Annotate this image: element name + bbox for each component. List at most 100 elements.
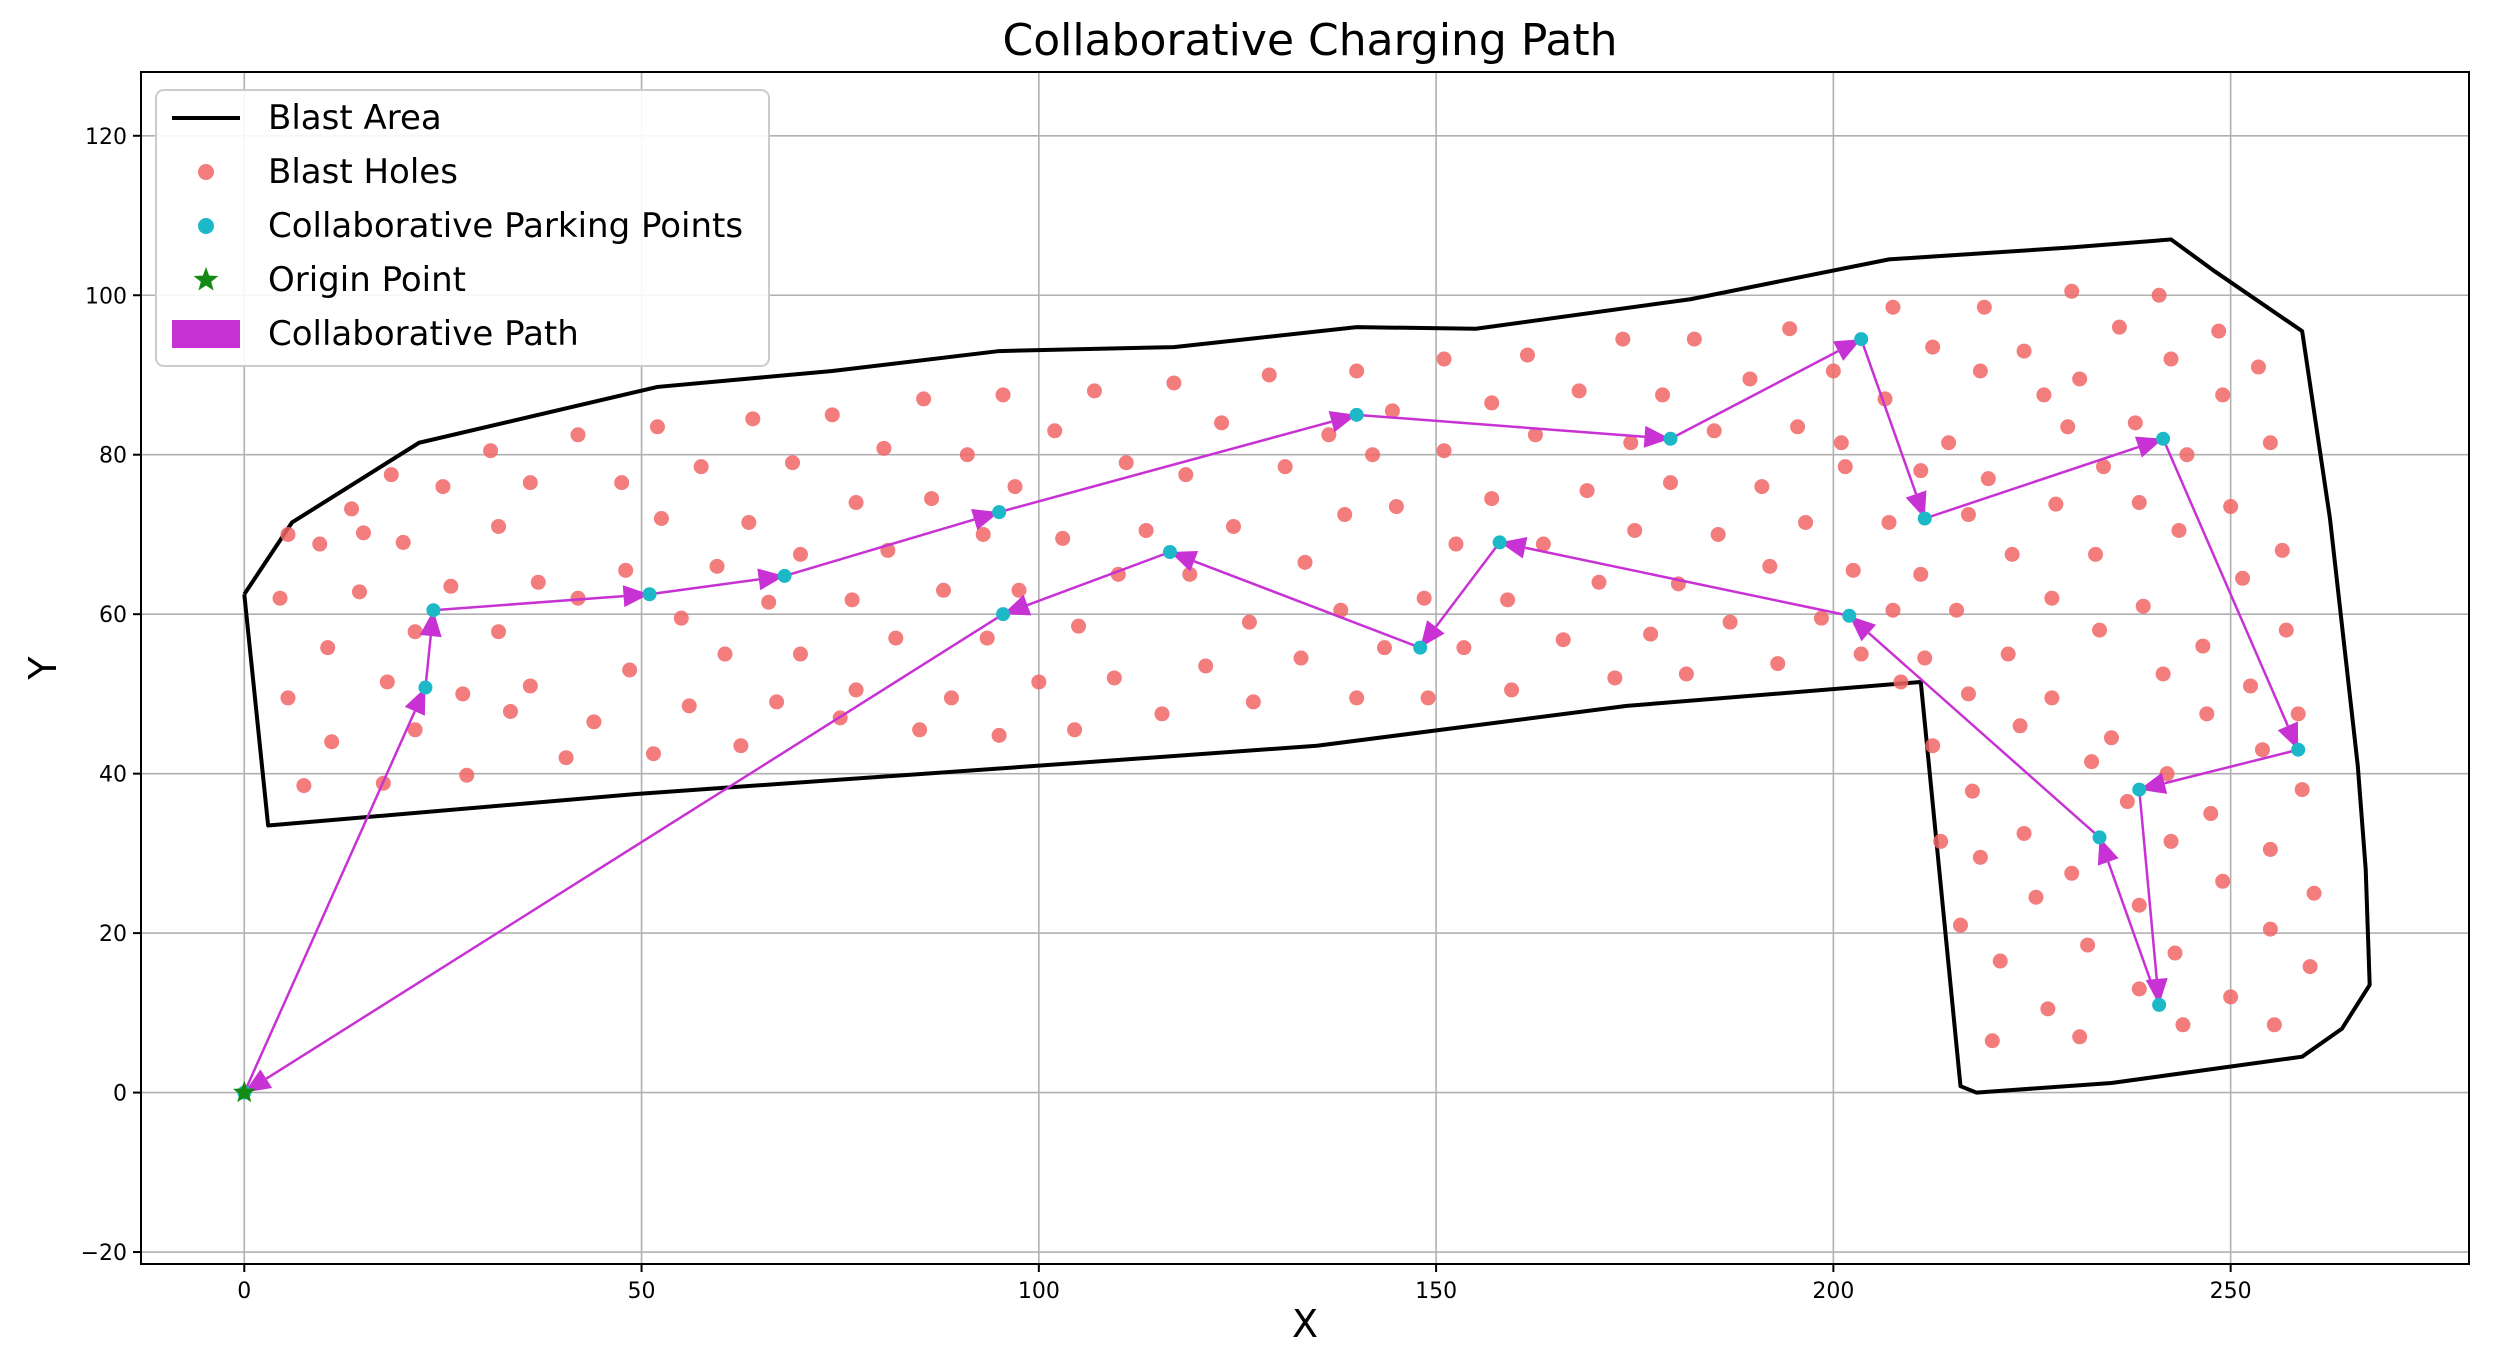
blast-hole-point	[2048, 496, 2064, 512]
blast-hole-point	[1420, 690, 1436, 706]
blast-hole-point	[1086, 383, 1102, 399]
path-segment	[265, 613, 1004, 1080]
blast-hole-point	[1790, 419, 1806, 435]
blast-hole-point	[1579, 483, 1595, 499]
path-arrowhead	[971, 508, 1000, 531]
blast-hole-point	[383, 467, 399, 483]
path-segment	[1669, 350, 1839, 440]
blast-hole-point	[1678, 666, 1694, 682]
blast-hole-point	[1178, 467, 1194, 483]
blast-hole-point	[1770, 656, 1786, 672]
blast-area-outline	[242, 237, 2372, 1095]
blast-hole-point	[824, 407, 840, 423]
blast-hole-point	[2171, 522, 2187, 538]
path-segment	[1867, 632, 2101, 839]
path-arrowhead	[2139, 772, 2168, 794]
blast-hole-point	[844, 592, 860, 608]
blast-hole-point	[622, 662, 638, 678]
blast-hole-point	[558, 750, 574, 766]
blast-hole-point	[2127, 415, 2143, 431]
blast-hole-point	[1925, 339, 1941, 355]
blast-hole-point	[355, 525, 371, 541]
blast-hole-point	[2155, 666, 2171, 682]
plot-frame	[140, 71, 2470, 1265]
legend: Blast Area Blast Holes Collaborative Par…	[155, 89, 770, 367]
blast-hole-point	[1293, 650, 1309, 666]
x-axis-label: X	[1292, 1302, 1318, 1346]
blast-hole-point	[2175, 1017, 2191, 1033]
blast-hole-point	[2302, 959, 2318, 975]
blast-hole-point	[1007, 479, 1023, 495]
blast-hole-point	[1782, 321, 1798, 337]
blast-hole-point	[2131, 897, 2147, 913]
blast-hole-point	[1448, 536, 1464, 552]
y-tick-label: 80	[99, 444, 127, 469]
path-arrowhead	[419, 610, 442, 638]
blast-hole-point	[2016, 343, 2032, 359]
blast-hole-point	[280, 690, 296, 706]
parking-point	[1349, 407, 1364, 422]
blast-hole-point	[1972, 363, 1988, 379]
blast-hole-point	[2159, 766, 2175, 782]
blast-hole-point	[1686, 331, 1702, 347]
blast-hole-point	[2028, 889, 2044, 905]
y-tick-label: 0	[113, 1082, 127, 1107]
blast-hole-point	[2215, 873, 2231, 889]
chart-title: Collaborative Charging Path	[1002, 15, 1617, 66]
blast-hole-point	[2000, 646, 2016, 662]
blast-hole-point	[1798, 514, 1814, 530]
blast-hole-point	[1166, 375, 1182, 391]
blast-hole-point	[792, 546, 808, 562]
blast-hole-point	[876, 440, 892, 456]
blast-hole-point	[761, 594, 777, 610]
blast-hole-point	[1297, 554, 1313, 570]
blast-hole-point	[1706, 423, 1722, 439]
blast-hole-point	[1277, 459, 1293, 475]
blast-hole-point	[1031, 674, 1047, 690]
blast-hole-point	[649, 419, 665, 435]
legend-label-blast-area: Blast Area	[268, 98, 442, 138]
blast-hole-point	[443, 578, 459, 594]
legend-origin-star-icon	[193, 267, 219, 291]
blast-hole-point	[491, 624, 507, 640]
blast-hole-point	[1980, 471, 1996, 487]
blast-hole-point	[1535, 536, 1551, 552]
parking-point	[1842, 608, 1857, 623]
blast-hole-point	[530, 574, 546, 590]
path-segment	[1859, 338, 1918, 495]
y-axis-ticks: −20 0 20 40 60 80 100 120	[81, 125, 141, 1266]
path-segment	[2164, 748, 2299, 785]
path-arrowhead	[1643, 425, 1671, 448]
blast-holes-layer	[272, 283, 2322, 1049]
y-tick-label: 100	[85, 284, 127, 309]
path-arrowhead	[404, 687, 426, 716]
blast-hole-point	[924, 491, 940, 507]
blast-hole-point	[1214, 415, 1230, 431]
path-arrowhead	[1833, 339, 1862, 361]
blast-hole-point	[2294, 782, 2310, 798]
x-tick-label: 100	[1018, 1279, 1060, 1304]
blast-hole-point	[1436, 443, 1452, 459]
blast-hole-point	[1837, 459, 1853, 475]
blast-hole-point	[502, 703, 518, 719]
y-tick-label: 60	[99, 603, 127, 628]
blast-hole-point	[1722, 614, 1738, 630]
parking-point	[418, 680, 433, 695]
path-segment	[243, 710, 416, 1094]
blast-hole-point	[1941, 435, 1957, 451]
blast-hole-point	[709, 558, 725, 574]
blast-hole-point	[733, 738, 749, 754]
blast-hole-point	[2306, 885, 2322, 901]
parking-point	[2291, 742, 2306, 757]
blast-hole-point	[1067, 722, 1083, 738]
blast-hole-point	[1662, 475, 1678, 491]
blast-hole-point	[2060, 419, 2076, 435]
path-segment	[1924, 445, 2139, 520]
path-arrowhead	[757, 568, 785, 591]
parking-point	[2092, 830, 2107, 845]
blast-hole-point	[1964, 783, 1980, 799]
blast-hole-point	[2167, 945, 2183, 961]
path-arrowhead	[1003, 594, 1032, 616]
blast-hole-point	[1182, 566, 1198, 582]
